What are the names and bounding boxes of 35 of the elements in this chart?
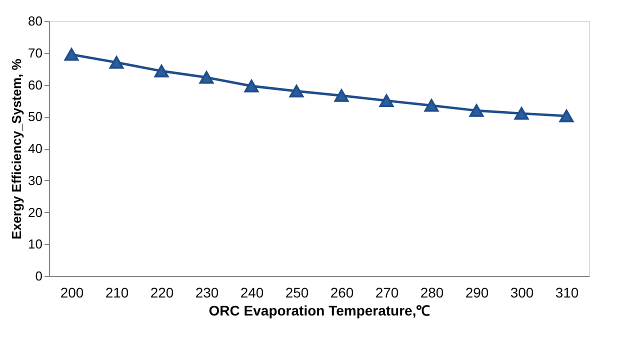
y-tick-label: 50 <box>28 109 42 124</box>
point <box>64 48 79 61</box>
point <box>334 89 349 102</box>
x-tick-label: 280 <box>420 284 444 300</box>
point <box>559 110 574 122</box>
x-tick-label: 260 <box>330 284 354 300</box>
y-axis-title: Exergy Efficiency_System, % <box>9 58 24 240</box>
y-tick-label: 0 <box>35 268 42 284</box>
point <box>514 107 529 120</box>
point <box>469 104 484 117</box>
x-tick-label: 310 <box>555 284 579 300</box>
point <box>379 94 394 107</box>
y-tick-label: 30 <box>28 172 42 188</box>
x-tick-label: 270 <box>375 284 399 300</box>
point <box>154 64 169 78</box>
x-axis-title: ORC Evaporation Temperature,℃ <box>208 302 430 318</box>
x-tick-label: 230 <box>195 284 219 300</box>
x-tick-label: 200 <box>60 284 84 300</box>
x-tick-label: 250 <box>285 284 309 300</box>
y-tick-label: 70 <box>28 45 42 60</box>
point <box>199 71 214 84</box>
y-tick-label: 20 <box>28 204 42 220</box>
x-tick-label: 290 <box>465 284 489 300</box>
x-tick-label: 300 <box>510 284 534 300</box>
point <box>289 84 304 98</box>
y-tick-label: 40 <box>28 141 42 156</box>
point <box>109 56 124 69</box>
y-tick-label: 10 <box>28 236 42 252</box>
x-tick-label: 240 <box>240 284 264 300</box>
x-tick-label: 220 <box>150 284 174 300</box>
point <box>244 80 259 92</box>
y-tick-label: 60 <box>28 77 42 92</box>
point <box>424 99 439 112</box>
y-tick-label: 80 <box>28 14 42 28</box>
x-tick-label: 210 <box>105 284 129 300</box>
